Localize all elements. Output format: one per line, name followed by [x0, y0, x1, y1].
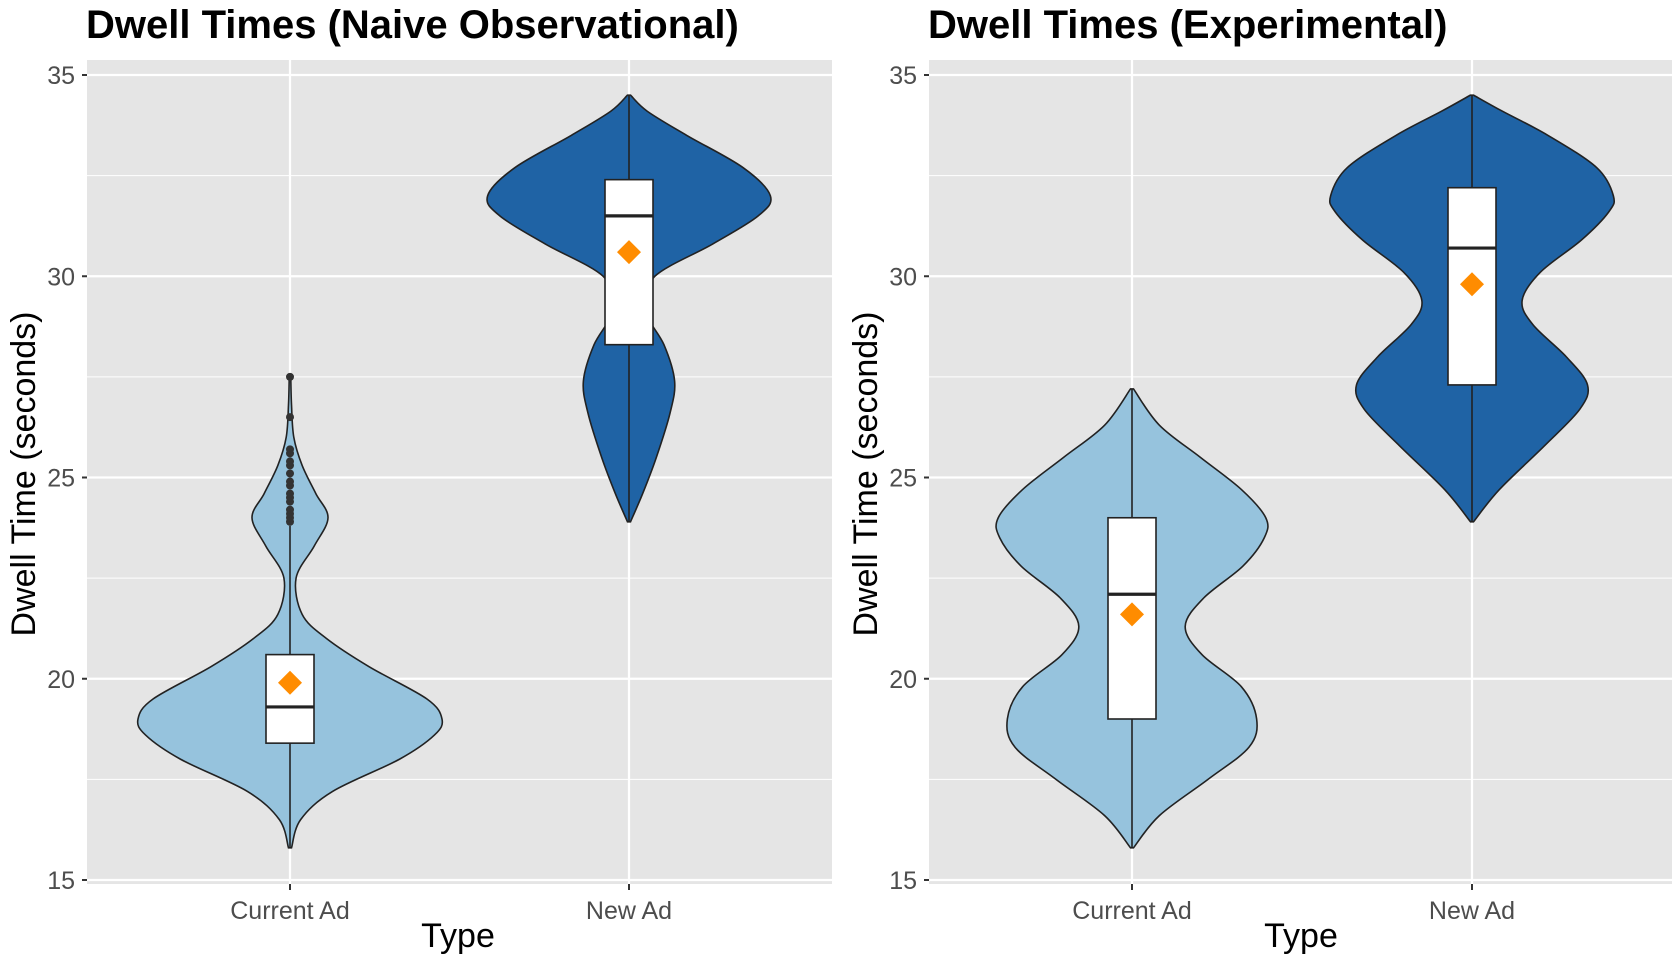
y-tick-label: 20 — [889, 666, 917, 694]
mean-marker — [278, 670, 302, 695]
chart-panel-experimental: Dwell Times (Experimental) Type Dwell Ti… — [847, 3, 1672, 955]
violin-group-new-ad — [1328, 94, 1616, 523]
box-iqr — [265, 653, 315, 744]
outlier-point — [286, 469, 294, 478]
y-tick-label: 30 — [47, 263, 75, 291]
y-tick-label: 35 — [47, 62, 75, 90]
outlier-point — [286, 445, 294, 454]
y-tick-label: 25 — [47, 465, 75, 493]
chart-panel-naive-observational: Dwell Times (Naive Observational) Type D… — [5, 3, 832, 955]
y-axis-title: Dwell Time (seconds) — [847, 312, 885, 637]
violin-group-new-ad — [486, 94, 772, 523]
x-tick-label: Current Ad — [230, 897, 350, 925]
outlier-point — [286, 489, 294, 498]
y-tick-label: 20 — [47, 666, 75, 694]
chart-title: Dwell Times (Experimental) — [928, 3, 1447, 47]
outlier-point — [286, 372, 294, 381]
mean-marker — [1120, 602, 1144, 627]
mean-marker — [617, 240, 641, 265]
x-tick-label: New Ad — [586, 897, 672, 925]
violin-group-current-ad — [995, 388, 1269, 849]
outlier-point — [286, 457, 294, 466]
outlier-point — [286, 413, 294, 422]
x-tick-label: New Ad — [1429, 897, 1515, 925]
y-tick-label: 15 — [889, 867, 917, 895]
violin-group-current-ad — [136, 372, 444, 849]
mean-marker — [1460, 272, 1484, 297]
x-tick-label: Current Ad — [1072, 897, 1192, 925]
y-tick-label: 15 — [47, 867, 75, 895]
x-axis-title: Type — [1264, 917, 1338, 955]
outlier-point — [286, 505, 294, 514]
chart-title: Dwell Times (Naive Observational) — [86, 3, 739, 47]
y-tick-label: 25 — [889, 465, 917, 493]
y-axis-title: Dwell Time (seconds) — [5, 312, 43, 637]
y-tick-label: 35 — [889, 62, 917, 90]
y-tick-label: 30 — [889, 263, 917, 291]
outlier-point — [286, 477, 294, 486]
x-axis-title: Type — [421, 917, 495, 955]
